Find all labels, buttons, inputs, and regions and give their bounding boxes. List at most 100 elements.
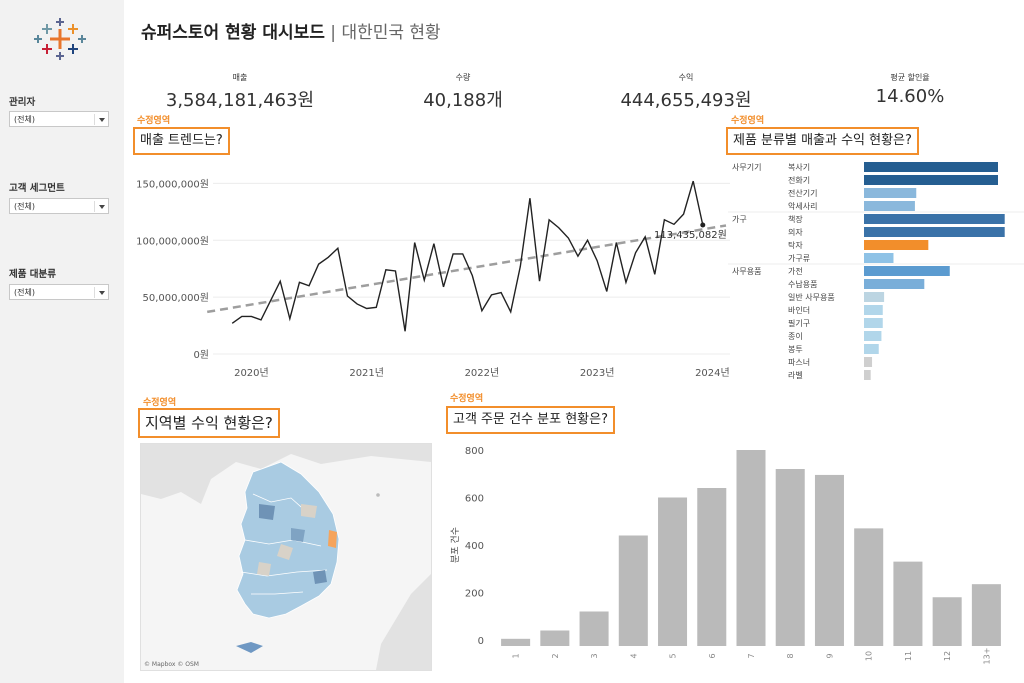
x-tick-label: 2020년	[234, 367, 269, 379]
filter-label-category: 제품 대분류	[9, 269, 57, 280]
x-tick-label: 7	[747, 653, 756, 658]
kpi-profit-value: 444,655,493원	[620, 90, 752, 111]
y-tick-label: 0	[478, 636, 484, 647]
edit-tag-trend: 수정영역	[137, 116, 171, 126]
histogram-bar	[854, 528, 884, 646]
histogram-bar	[618, 535, 648, 646]
x-tick-label: 4	[629, 653, 638, 658]
chevron-down-icon	[99, 205, 105, 209]
x-tick-label: 5	[669, 653, 678, 658]
trend-line	[207, 224, 727, 314]
region-map[interactable]: © Mapbox © OSM	[140, 443, 432, 671]
map-land-north	[141, 444, 431, 504]
title-separator: |	[330, 23, 337, 43]
x-tick-label: 8	[786, 653, 795, 658]
dashboard-title: 슈퍼스토어 현황 대시보드 | 대한민국 현황	[141, 18, 441, 43]
x-tick-label: 2021년	[349, 367, 384, 379]
tableau-logo[interactable]	[34, 16, 86, 62]
dropdown-divider	[94, 114, 95, 125]
category-bar	[864, 318, 883, 328]
x-tick-label: 3	[590, 653, 599, 658]
category-label: 가전	[788, 266, 803, 276]
category-bar	[864, 227, 1005, 237]
sales-trend-chart[interactable]: 0원 50,000,000원 100,000,000원 150,000,000원 202…	[133, 160, 730, 385]
histogram-bar	[736, 450, 766, 646]
dropdown-divider	[94, 287, 95, 298]
y-tick-label: 200	[465, 589, 484, 600]
map-korea-mainland	[236, 461, 340, 619]
category-label: 악세사리	[788, 201, 817, 211]
x-tick-label: 1	[512, 653, 521, 658]
category-bar	[864, 292, 885, 302]
filter-dropdown-segment-value: (전체)	[14, 202, 35, 211]
map-region-dark	[259, 504, 275, 520]
category-label: 종이	[788, 331, 803, 341]
category-label: 수납용품	[788, 280, 817, 289]
category-bar	[864, 279, 925, 289]
edit-tag-region: 수정영역	[143, 398, 177, 408]
filter-label-segment: 고객 세그먼트	[9, 183, 65, 194]
category-bar	[864, 253, 894, 263]
question-trend[interactable]: 매출 트렌드는?	[133, 127, 230, 155]
histogram-bar	[697, 488, 727, 646]
map-region-gray	[301, 504, 317, 518]
histogram-bar	[540, 630, 570, 646]
y-tick-label: 600	[465, 494, 484, 505]
category-bar	[864, 344, 879, 354]
question-region[interactable]: 지역별 수익 현황은?	[138, 408, 280, 438]
category-label: 바인더	[788, 305, 810, 315]
question-orders[interactable]: 고객 주문 건수 분포 현황은?	[446, 406, 615, 434]
edit-tag-orders: 수정영역	[450, 394, 484, 404]
histogram-bar	[893, 561, 923, 646]
filter-dropdown-manager[interactable]: (전체)	[9, 111, 109, 127]
filter-dropdown-category[interactable]: (전체)	[9, 284, 109, 300]
x-tick-label: 2024년	[695, 367, 730, 379]
kpi-sales-value: 3,584,181,463원	[165, 90, 315, 111]
map-region-gray	[277, 544, 293, 560]
histogram-bar	[775, 469, 805, 646]
filter-dropdown-manager-value: (전체)	[14, 115, 35, 124]
x-tick-label: 12	[943, 651, 952, 661]
filter-dropdown-category-value: (전체)	[14, 288, 35, 297]
category-bar	[864, 266, 950, 276]
category-label: 라벨	[788, 370, 803, 380]
y-tick-label: 800	[465, 446, 484, 457]
histogram-bar	[814, 474, 844, 646]
x-tick-label: 6	[708, 653, 717, 658]
kpi-discount-value: 14.60%	[875, 86, 945, 107]
kpi-discount[interactable]: 평균 할인율 14.60%	[820, 72, 1000, 107]
last-point-label: 113,435,082원	[654, 229, 727, 241]
category-bar	[864, 305, 883, 315]
category-label: 일반 사무용품	[788, 293, 835, 302]
x-tick-label: 13+	[982, 648, 991, 665]
filter-sidebar: 관리자 (전체) 고객 세그먼트 (전체) 제품 대분류 (전체)	[0, 0, 124, 683]
map-region-orange	[328, 530, 337, 548]
x-tick-label: 2	[551, 653, 560, 658]
histogram-bar	[658, 497, 688, 646]
kpi-quantity-value: 40,188개	[423, 90, 503, 111]
y-tick-label: 100,000,000원	[136, 235, 209, 247]
kpi-discount-label: 평균 할인율	[890, 73, 930, 82]
group-label: 가구	[732, 215, 747, 224]
kpi-profit-label: 수익	[678, 73, 694, 82]
kpi-quantity[interactable]: 수량 40,188개	[373, 72, 553, 112]
kpi-sales[interactable]: 매출 3,584,181,463원	[150, 72, 330, 112]
dropdown-divider	[94, 201, 95, 212]
kpi-profit[interactable]: 수익 444,655,493원	[596, 72, 776, 112]
histogram-bar	[932, 597, 962, 646]
group-label: 사무기기	[732, 163, 761, 172]
sales-line	[231, 180, 704, 332]
filter-dropdown-segment[interactable]: (전체)	[9, 198, 109, 214]
x-tick-label: 9	[825, 653, 834, 658]
map-region-gray	[257, 562, 271, 576]
x-tick-label: 2022년	[465, 367, 500, 379]
chevron-down-icon	[99, 291, 105, 295]
kpi-sales-label: 매출	[232, 73, 248, 82]
question-category[interactable]: 제품 분류별 매출과 수익 현황은?	[726, 127, 919, 155]
map-land-japan	[376, 574, 431, 670]
x-tick-label: 2023년	[580, 367, 615, 379]
category-bar	[864, 357, 873, 367]
category-bar	[864, 370, 871, 380]
